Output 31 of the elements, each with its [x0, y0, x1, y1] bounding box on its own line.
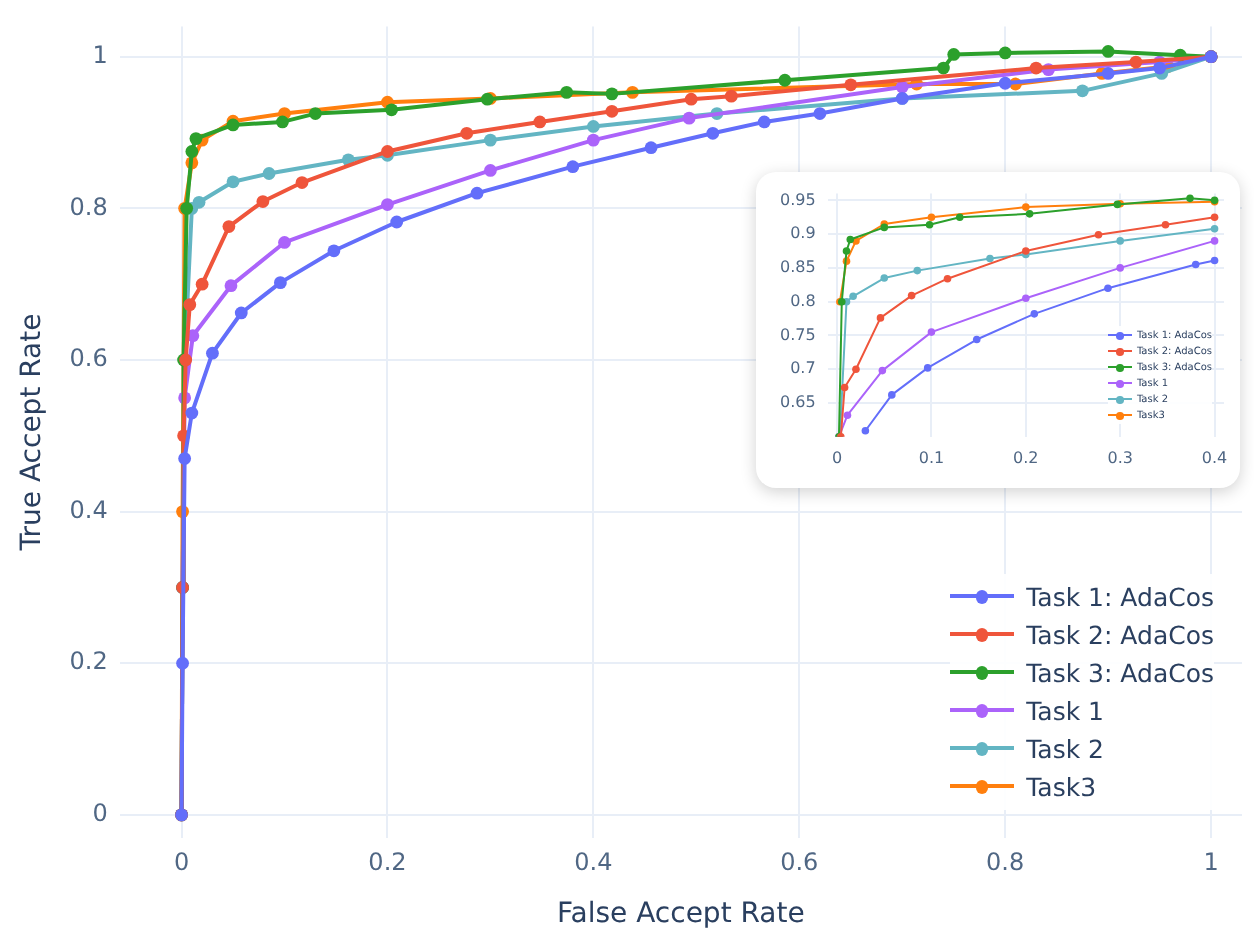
y-axis-title: True Accept Rate — [16, 313, 49, 553]
x-tick-label: 0 — [831, 448, 843, 467]
legend-label: Task 2 — [1026, 733, 1104, 764]
y-tick-label: 0.4 — [69, 495, 108, 524]
y-tick-label: 1 — [92, 40, 108, 69]
x-tick-label: 0.4 — [574, 848, 613, 877]
y-tick-label: 0 — [92, 799, 108, 828]
x-tick-label: 0.2 — [1013, 448, 1039, 467]
legend-label: Task 2: AdaCos — [1026, 619, 1214, 650]
x-tick-label: 1 — [1203, 848, 1219, 877]
x-axis-title: False Accept Rate — [557, 898, 805, 931]
y-tick-label: 0.8 — [790, 291, 816, 310]
x-tick-label: 0.2 — [368, 848, 407, 877]
y-tick-label: 0.75 — [780, 325, 816, 344]
x-tick-label: 0 — [173, 848, 190, 877]
y-tick-label: 0.65 — [780, 393, 816, 412]
y-tick-label: 0.2 — [69, 647, 108, 676]
legend-label: Task3 — [1026, 771, 1097, 802]
y-tick-label: 0.95 — [780, 190, 816, 209]
y-tick-label: 0.85 — [780, 258, 816, 277]
legend-label: Task 1 — [1026, 695, 1104, 726]
y-tick-label: 0.8 — [69, 192, 108, 221]
x-tick-label: 0.4 — [1201, 448, 1228, 467]
x-tick-label: 0.3 — [1107, 448, 1133, 467]
x-tick-label: 0.1 — [918, 448, 945, 467]
legend-label: Task 1: AdaCos — [1026, 581, 1214, 612]
y-tick-label: 0.6 — [69, 344, 108, 373]
x-tick-label: 0.8 — [986, 848, 1025, 877]
y-tick-label: 0.9 — [790, 224, 816, 243]
y-tick-label: 0.7 — [790, 359, 816, 378]
legend-label: Task 3: AdaCos — [1026, 657, 1214, 688]
